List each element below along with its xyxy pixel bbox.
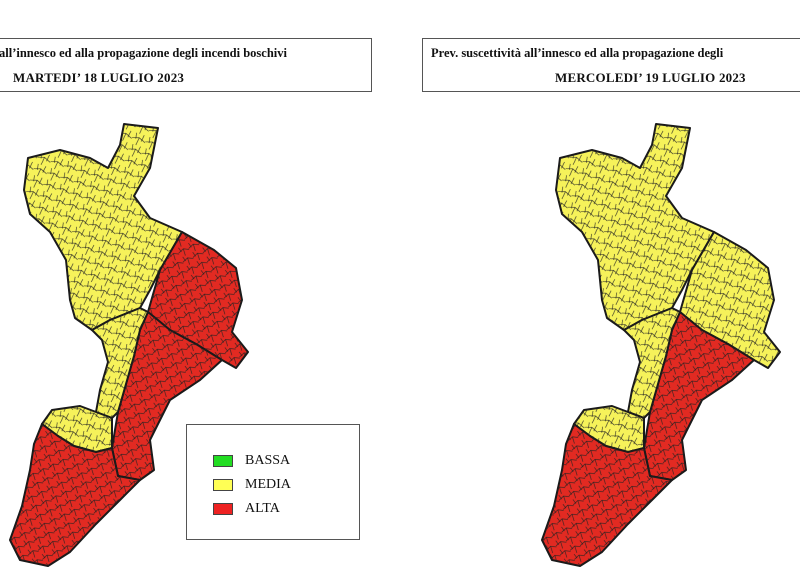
legend-swatch-bassa: [213, 455, 233, 467]
header-box-day2: Prev. suscettività all’innesco ed alla p…: [422, 38, 800, 92]
header-title: Prev. suscettività all’innesco ed alla p…: [431, 46, 724, 60]
municipal-boundaries: [556, 124, 714, 330]
map-day2: [541, 123, 781, 567]
municipal-boundaries: [112, 312, 222, 480]
legend-swatch-media: [213, 479, 233, 491]
legend-label: ALTA: [245, 501, 280, 516]
municipal-boundaries: [644, 312, 754, 480]
municipal-boundaries: [542, 424, 672, 566]
municipal-boundaries: [574, 406, 644, 452]
legend-label: BASSA: [245, 453, 291, 468]
municipal-boundaries: [42, 406, 112, 452]
municipal-boundaries: [680, 232, 780, 368]
header-box-day1: all’innesco ed alla propagazione degli i…: [0, 38, 372, 92]
legend-label: MEDIA: [245, 477, 291, 492]
municipal-boundaries: [92, 308, 148, 418]
legend: BASSA MEDIA ALTA: [186, 424, 360, 540]
header-title: all’innesco ed alla propagazione degli i…: [0, 46, 287, 60]
legend-swatch-alta: [213, 503, 233, 515]
municipal-boundaries: [148, 232, 248, 368]
municipal-boundaries: [10, 424, 140, 566]
municipal-boundaries: [24, 124, 182, 330]
map-day1: [9, 123, 249, 567]
header-date: MERCOLEDI’ 19 LUGLIO 2023: [555, 70, 746, 85]
municipal-boundaries: [624, 308, 680, 418]
header-date: MARTEDI’ 18 LUGLIO 2023: [13, 70, 185, 85]
